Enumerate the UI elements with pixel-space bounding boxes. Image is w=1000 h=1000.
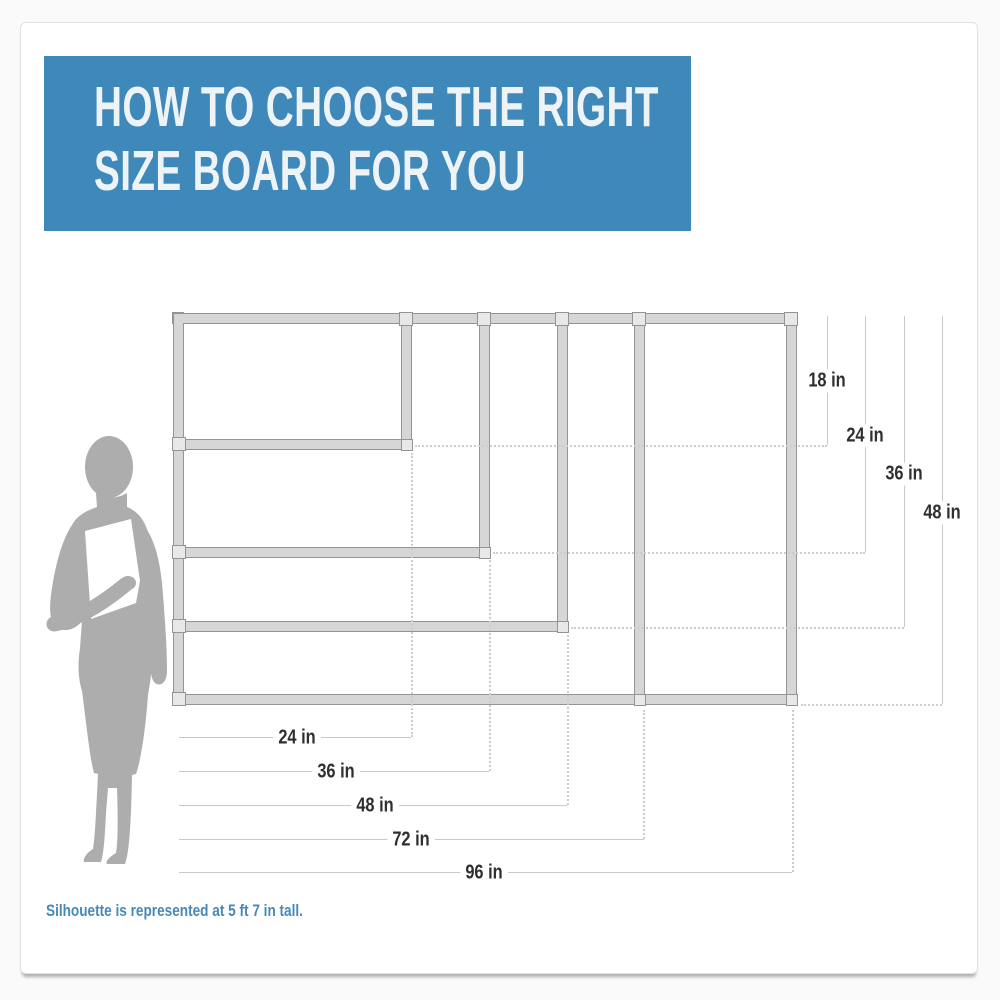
held-folder	[85, 519, 140, 619]
silhouette-hand	[120, 576, 136, 590]
title-line-1: HOW TO CHOOSE THE RIGHT	[94, 75, 659, 139]
page-title: HOW TO CHOOSE THE RIGHT SIZE BOARD FOR Y…	[94, 75, 659, 203]
silhouette-footnote: Silhouette is represented at 5 ft 7 in t…	[46, 901, 303, 920]
title-line-2: SIZE BOARD FOR YOU	[94, 139, 526, 203]
title-banner: HOW TO CHOOSE THE RIGHT SIZE BOARD FOR Y…	[44, 56, 691, 231]
silhouette-head	[85, 436, 133, 498]
width-dim-label-24: 24 in	[273, 726, 321, 750]
board-24x18	[172, 312, 413, 451]
dotted-connector-v-72	[643, 710, 645, 839]
dotted-connector-v-24	[411, 453, 413, 737]
dotted-connector-h-36	[571, 627, 904, 629]
frame-corner	[557, 621, 569, 633]
height-dim-label-18: 18 in	[803, 369, 851, 393]
dotted-connector-v-36	[489, 560, 491, 771]
width-dim-label-48: 48 in	[351, 794, 399, 818]
person-silhouette	[46, 436, 167, 864]
silhouette-forearm	[46, 577, 133, 632]
frame-corner	[479, 547, 491, 559]
dotted-connector-h-48	[801, 704, 942, 706]
dotted-connector-h-18	[415, 445, 827, 447]
frame-corner	[401, 439, 413, 451]
height-dim-label-36: 36 in	[880, 462, 928, 486]
height-dim-label-48: 48 in	[918, 501, 966, 525]
width-dim-label-36: 36 in	[312, 760, 360, 784]
frame-corner	[786, 694, 798, 706]
dotted-connector-v-48	[567, 635, 569, 805]
width-dim-label-72: 72 in	[387, 828, 435, 852]
frame-corner	[634, 694, 646, 706]
dotted-connector-v-96	[792, 710, 794, 872]
infographic-card: HOW TO CHOOSE THE RIGHT SIZE BOARD FOR Y…	[20, 22, 978, 974]
dotted-connector-h-24	[493, 552, 865, 554]
height-dim-label-24: 24 in	[841, 424, 889, 448]
width-dim-label-96: 96 in	[460, 861, 508, 885]
